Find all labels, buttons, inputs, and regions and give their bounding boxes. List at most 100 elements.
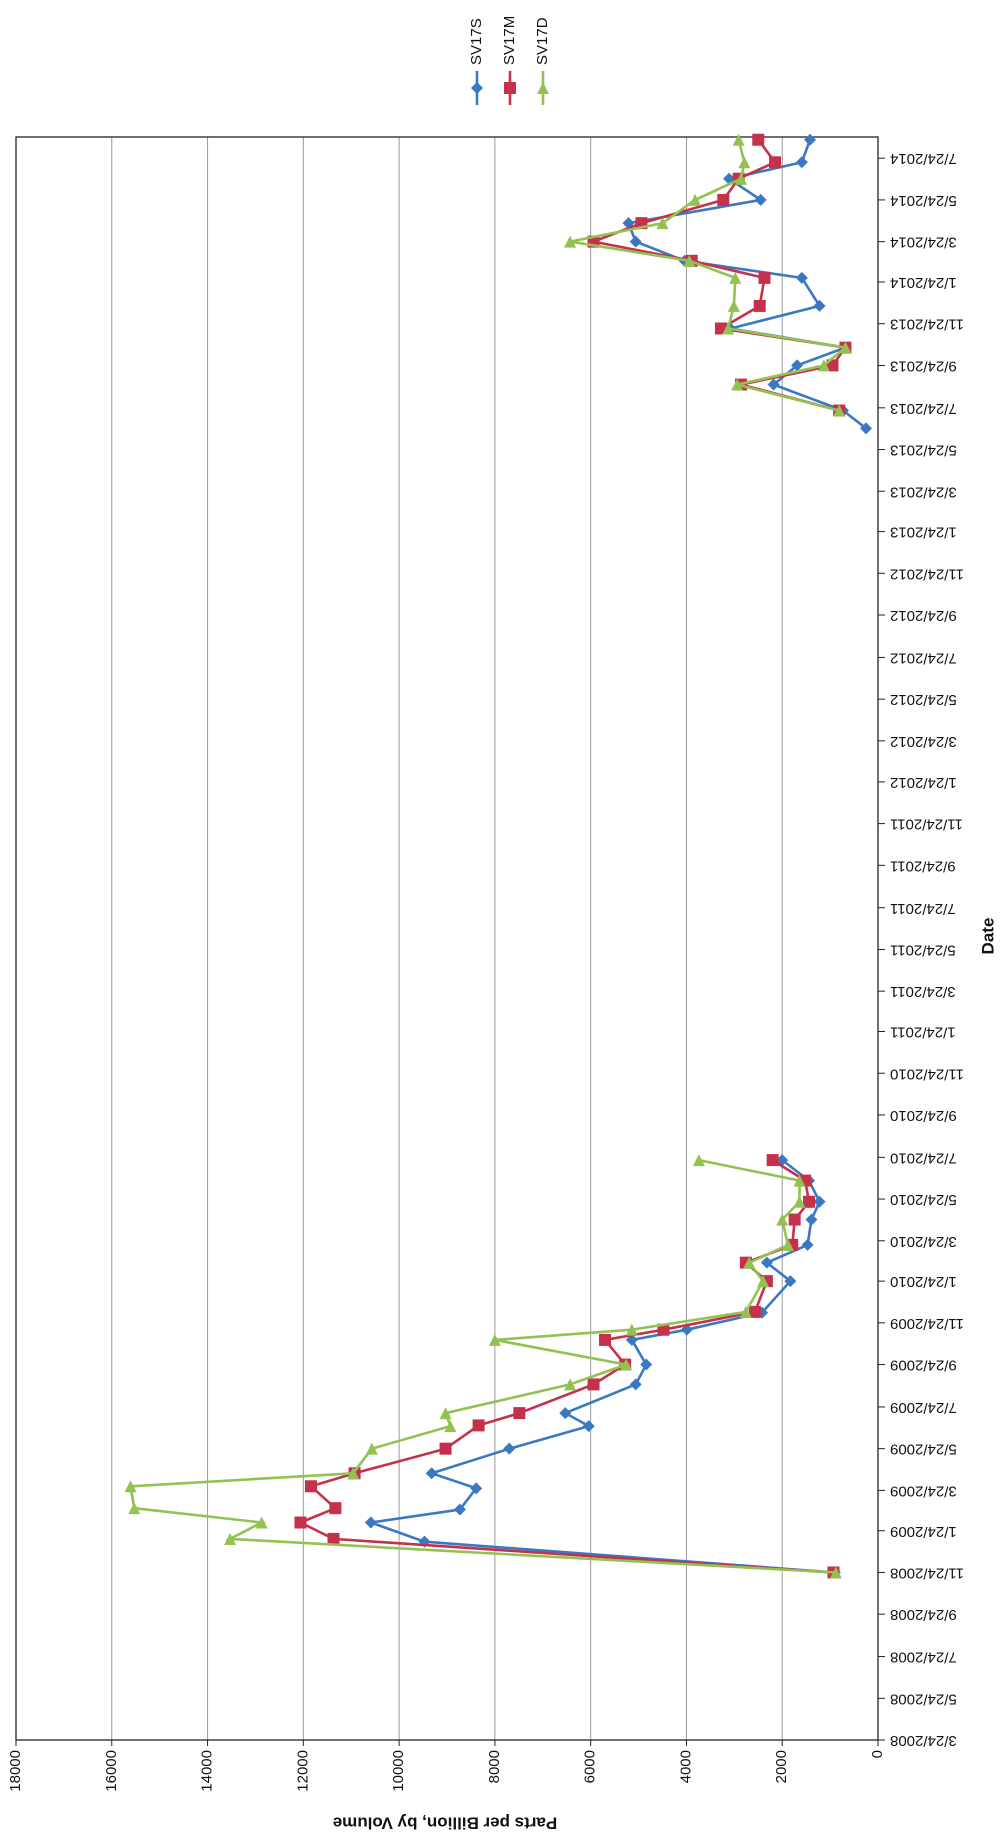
x-tick-label: 5/24/2010: [890, 1191, 957, 1208]
x-tick-label: 9/24/2009: [890, 1357, 957, 1374]
x-tick-label: 7/24/2008: [890, 1649, 957, 1666]
marker: [620, 1358, 633, 1371]
legend-label: SV17S: [468, 18, 485, 65]
marker: [425, 1467, 438, 1480]
x-tick-label: 1/24/2009: [890, 1523, 957, 1540]
y-axis-title: Parts per Billion, by Volume: [333, 1814, 558, 1833]
marker: [717, 193, 730, 206]
x-tick-label: 1/24/2010: [890, 1273, 957, 1290]
x-tick-label: 11/24/2011: [890, 816, 963, 833]
marker: [488, 1333, 501, 1346]
marker: [758, 271, 771, 284]
y-tick-label: 6000: [582, 1750, 599, 1783]
marker: [805, 1213, 818, 1226]
marker: [582, 1420, 595, 1433]
x-tick-label: 9/24/2010: [890, 1107, 957, 1124]
marker: [255, 1516, 268, 1529]
x-tick-label: 11/24/2009: [890, 1315, 964, 1332]
x-tick-label: 1/24/2013: [890, 524, 957, 541]
rotated-chart: 0 2000 4000 6000 8000 10000 12000 14000 16000 180…: [7, 16, 998, 1833]
marker: [829, 1566, 842, 1579]
marker: [365, 1442, 378, 1455]
y-tick-label: 0: [869, 1750, 886, 1758]
marker: [743, 1256, 756, 1269]
x-tick-label: 5/24/2013: [890, 442, 957, 459]
x-tick-label: 7/24/2010: [890, 1149, 957, 1166]
marker: [738, 156, 751, 169]
marker: [472, 1419, 485, 1432]
marker: [729, 271, 742, 284]
marker: [629, 1378, 642, 1391]
marker: [813, 299, 826, 312]
x-tick-label: 7/24/2013: [890, 400, 957, 417]
y-tick-label: 4000: [677, 1750, 694, 1783]
marker: [803, 1195, 816, 1208]
marker: [683, 254, 696, 267]
marker: [294, 1516, 307, 1529]
x-tick-label: 3/24/2010: [890, 1233, 957, 1250]
x-tick-label: 1/24/2012: [890, 774, 957, 791]
y-tick-label: 12000: [294, 1750, 311, 1792]
marker: [504, 82, 516, 94]
marker: [564, 235, 577, 248]
x-tick-label: 9/24/2012: [890, 607, 957, 624]
marker: [776, 1213, 789, 1226]
marker: [513, 1407, 526, 1420]
marker: [839, 341, 852, 354]
x-tick-label: 7/24/2009: [890, 1399, 957, 1416]
x-tick-label: 5/24/2014: [890, 192, 957, 209]
marker: [587, 1378, 600, 1391]
marker: [753, 299, 766, 312]
marker: [766, 1154, 779, 1167]
marker: [559, 1407, 572, 1420]
marker: [329, 1502, 342, 1515]
x-tick-label: 3/24/2014: [890, 234, 957, 251]
marker: [727, 299, 740, 312]
x-tick-label: 5/24/2009: [890, 1441, 957, 1458]
x-tick-label: 11/24/2013: [890, 316, 964, 333]
x-axis-title: Date: [978, 918, 997, 955]
marker: [795, 156, 808, 169]
marker: [732, 133, 745, 146]
marker: [817, 359, 830, 372]
series-line: [128, 139, 849, 1574]
marker: [813, 1195, 826, 1208]
x-tick-label: 11/24/2010: [890, 1065, 964, 1082]
marker: [304, 1480, 317, 1493]
x-tick-label: 7/24/2014: [890, 150, 957, 167]
marker: [692, 1154, 705, 1167]
x-tick-label: 5/24/2011: [890, 941, 956, 958]
plot-frame: [15, 136, 879, 1741]
marker: [439, 1442, 452, 1455]
series-line: [297, 138, 848, 1574]
x-tick-label: 7/24/2011: [890, 900, 956, 917]
marker: [364, 1516, 377, 1529]
x-tick-label: 3/24/2011: [890, 983, 956, 1000]
y-tick-label: 10000: [390, 1750, 407, 1792]
marker: [793, 1174, 806, 1187]
marker: [801, 1238, 814, 1251]
marker: [503, 1442, 516, 1455]
marker: [625, 1323, 638, 1336]
x-tick-label: 5/24/2008: [890, 1690, 957, 1707]
marker: [793, 1195, 806, 1208]
marker: [629, 235, 642, 248]
marker: [128, 1502, 141, 1515]
marker: [731, 378, 744, 391]
marker: [689, 193, 702, 206]
marker: [656, 217, 669, 230]
marker: [722, 322, 735, 335]
x-tick-label: 9/24/2011: [890, 857, 956, 874]
marker: [564, 1378, 577, 1391]
x-tick-label: 3/24/2009: [890, 1482, 957, 1499]
legend-label: SV17D: [534, 17, 551, 65]
x-tick-label: 1/24/2014: [890, 274, 957, 291]
x-tick-label: 9/24/2013: [890, 357, 957, 374]
y-tick-label: 14000: [199, 1750, 216, 1792]
marker: [537, 82, 549, 94]
marker: [657, 1323, 670, 1336]
marker: [640, 1358, 653, 1371]
x-tick-label: 11/24/2008: [890, 1564, 964, 1581]
marker: [599, 1333, 612, 1346]
x-tick-label: 5/24/2012: [890, 691, 957, 708]
